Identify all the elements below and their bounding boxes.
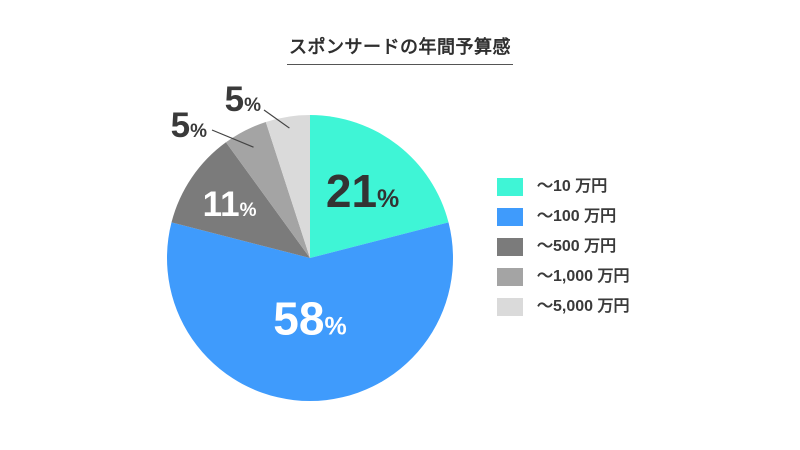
pie-slice-3 bbox=[225, 121, 310, 258]
data-label-value: 21 bbox=[326, 165, 377, 217]
legend-label: ～10 万円 bbox=[537, 178, 608, 195]
data-label-1: 58% bbox=[273, 293, 346, 345]
legend: ～10 万円 ～100 万円 ～500 万円 ～1,000 万円 ～5,000 … bbox=[497, 178, 697, 328]
chart-title: スポンサードの年間予算感 bbox=[287, 33, 513, 65]
data-label-4: 5% bbox=[225, 80, 261, 119]
legend-item: ～1,000 万円 bbox=[497, 268, 697, 286]
legend-label: ～500 万円 bbox=[537, 238, 617, 255]
legend-item: ～5,000 万円 bbox=[497, 298, 697, 316]
legend-item: ～10 万円 bbox=[497, 178, 697, 196]
legend-label: ～100 万円 bbox=[537, 208, 617, 225]
data-label-value: 11 bbox=[203, 185, 240, 224]
data-label-value: 58 bbox=[273, 293, 324, 345]
data-label-percent-sign: % bbox=[190, 121, 207, 142]
data-label-value: 5 bbox=[225, 80, 244, 119]
data-labels: 21%58%11%5%5% bbox=[171, 80, 400, 345]
legend-label: ～5,000 万円 bbox=[537, 298, 630, 315]
legend-item: ～100 万円 bbox=[497, 208, 697, 226]
legend-swatch bbox=[497, 268, 523, 286]
legend-label: ～1,000 万円 bbox=[537, 268, 630, 285]
leader-line-4 bbox=[263, 109, 290, 129]
leader-lines bbox=[211, 109, 290, 148]
data-label-2: 11% bbox=[203, 185, 257, 224]
data-label-3: 5% bbox=[171, 106, 207, 145]
legend-swatch bbox=[497, 238, 523, 256]
legend-swatch bbox=[497, 208, 523, 226]
data-label-value: 5 bbox=[171, 106, 190, 145]
data-label-percent-sign: % bbox=[240, 200, 257, 221]
pie-slice-0 bbox=[310, 115, 449, 258]
data-label-percent-sign: % bbox=[324, 313, 346, 341]
chart-title-container: スポンサードの年間予算感 bbox=[0, 33, 800, 65]
legend-swatch bbox=[497, 298, 523, 316]
legend-item: ～500 万円 bbox=[497, 238, 697, 256]
data-label-percent-sign: % bbox=[377, 185, 399, 213]
pie-slice-2 bbox=[171, 142, 310, 258]
legend-swatch bbox=[497, 178, 523, 196]
data-label-percent-sign: % bbox=[244, 95, 261, 116]
pie-slice-4 bbox=[265, 115, 310, 258]
data-label-0: 21% bbox=[326, 165, 399, 217]
leader-line-3 bbox=[211, 129, 254, 148]
pie-slice-1 bbox=[166, 222, 454, 401]
pie-slices bbox=[166, 115, 454, 401]
